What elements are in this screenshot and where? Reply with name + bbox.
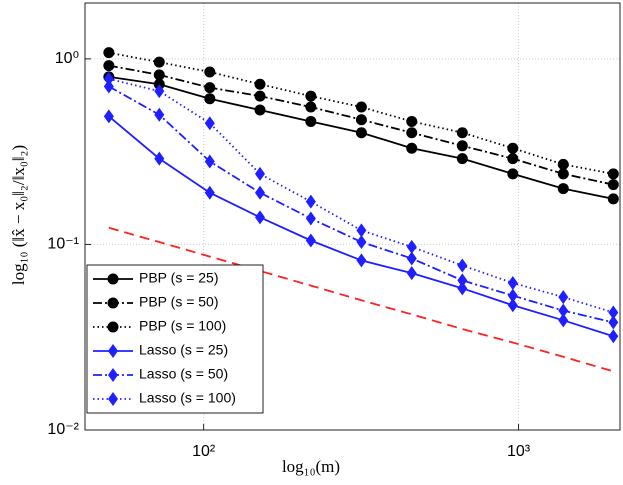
- legend-label: Lasso (s = 100): [139, 390, 236, 406]
- point: [305, 194, 316, 209]
- point: [204, 82, 216, 94]
- point: [456, 153, 468, 165]
- point: [204, 185, 215, 200]
- point: [607, 179, 619, 191]
- point: [457, 258, 468, 273]
- point: [557, 183, 569, 195]
- point: [456, 140, 468, 152]
- point: [154, 151, 165, 166]
- point: [608, 329, 619, 344]
- point: [406, 142, 418, 154]
- point: [356, 235, 367, 250]
- point: [406, 251, 417, 266]
- point: [153, 69, 165, 81]
- point: [305, 115, 317, 127]
- point: [406, 266, 417, 281]
- point: [507, 298, 518, 313]
- point: [103, 47, 115, 59]
- point: [254, 210, 265, 225]
- legend-label: Lasso (s = 25): [139, 342, 228, 358]
- point: [457, 273, 468, 288]
- y-axis-label: log₁₀ (‖x̂ − x₀‖₂/‖x₀‖₂): [9, 145, 28, 285]
- point: [254, 104, 266, 116]
- point: [154, 84, 165, 99]
- point: [558, 290, 569, 305]
- x-axis-label: log₁₀(m): [282, 457, 340, 476]
- point: [355, 114, 367, 126]
- point: [557, 168, 569, 180]
- legend-marker: [107, 321, 119, 333]
- point: [356, 223, 367, 238]
- point: [507, 153, 519, 165]
- point: [507, 168, 519, 180]
- legend-marker: [108, 368, 118, 382]
- legend-marker: [108, 392, 118, 406]
- legend: PBP (s = 25) PBP (s = 50) PBP (s = 100) Las…: [86, 264, 264, 414]
- point: [355, 127, 367, 139]
- series-line: [108, 85, 614, 324]
- point: [103, 79, 114, 94]
- legend-box: [86, 264, 264, 414]
- legend-marker: [107, 273, 119, 285]
- legend-label: Lasso (s = 50): [139, 366, 228, 382]
- point: [305, 233, 316, 248]
- point: [457, 281, 468, 296]
- point: [356, 253, 367, 268]
- point: [305, 101, 317, 113]
- y-tick-label: 10⁻²: [47, 421, 79, 438]
- point: [456, 127, 468, 139]
- point: [154, 107, 165, 122]
- point: [406, 115, 418, 127]
- point: [204, 66, 216, 78]
- point: [607, 193, 619, 205]
- series-line: [108, 51, 614, 175]
- point: [153, 56, 165, 68]
- point: [355, 101, 367, 113]
- point: [305, 90, 317, 102]
- point: [608, 305, 619, 320]
- legend-marker: [107, 297, 119, 309]
- series-line: [108, 226, 614, 373]
- plot-frame: [84, 2, 621, 431]
- point: [558, 313, 569, 328]
- point: [507, 288, 518, 303]
- legend-label: PBP (s = 50): [139, 294, 219, 310]
- point: [558, 303, 569, 318]
- point: [254, 78, 266, 90]
- point: [608, 315, 619, 330]
- point: [204, 116, 215, 131]
- point: [254, 166, 265, 181]
- y-tick-label: 10⁻¹: [47, 236, 79, 253]
- point: [507, 275, 518, 290]
- point: [305, 211, 316, 226]
- x-tick-label: 10²: [192, 443, 216, 460]
- point: [406, 239, 417, 254]
- legend-label: PBP (s = 25): [139, 270, 219, 286]
- point: [103, 60, 115, 72]
- point: [507, 142, 519, 154]
- legend-label: PBP (s = 100): [139, 318, 226, 334]
- point: [103, 109, 114, 124]
- x-tick-label: 10³: [507, 443, 531, 460]
- y-tick-label: 10⁰: [55, 50, 79, 67]
- point: [607, 168, 619, 180]
- point: [204, 93, 216, 105]
- point: [254, 90, 266, 102]
- point: [557, 158, 569, 170]
- point: [103, 71, 114, 86]
- point: [254, 185, 265, 200]
- point: [406, 127, 418, 139]
- legend-marker: [108, 344, 118, 358]
- point: [204, 154, 215, 169]
